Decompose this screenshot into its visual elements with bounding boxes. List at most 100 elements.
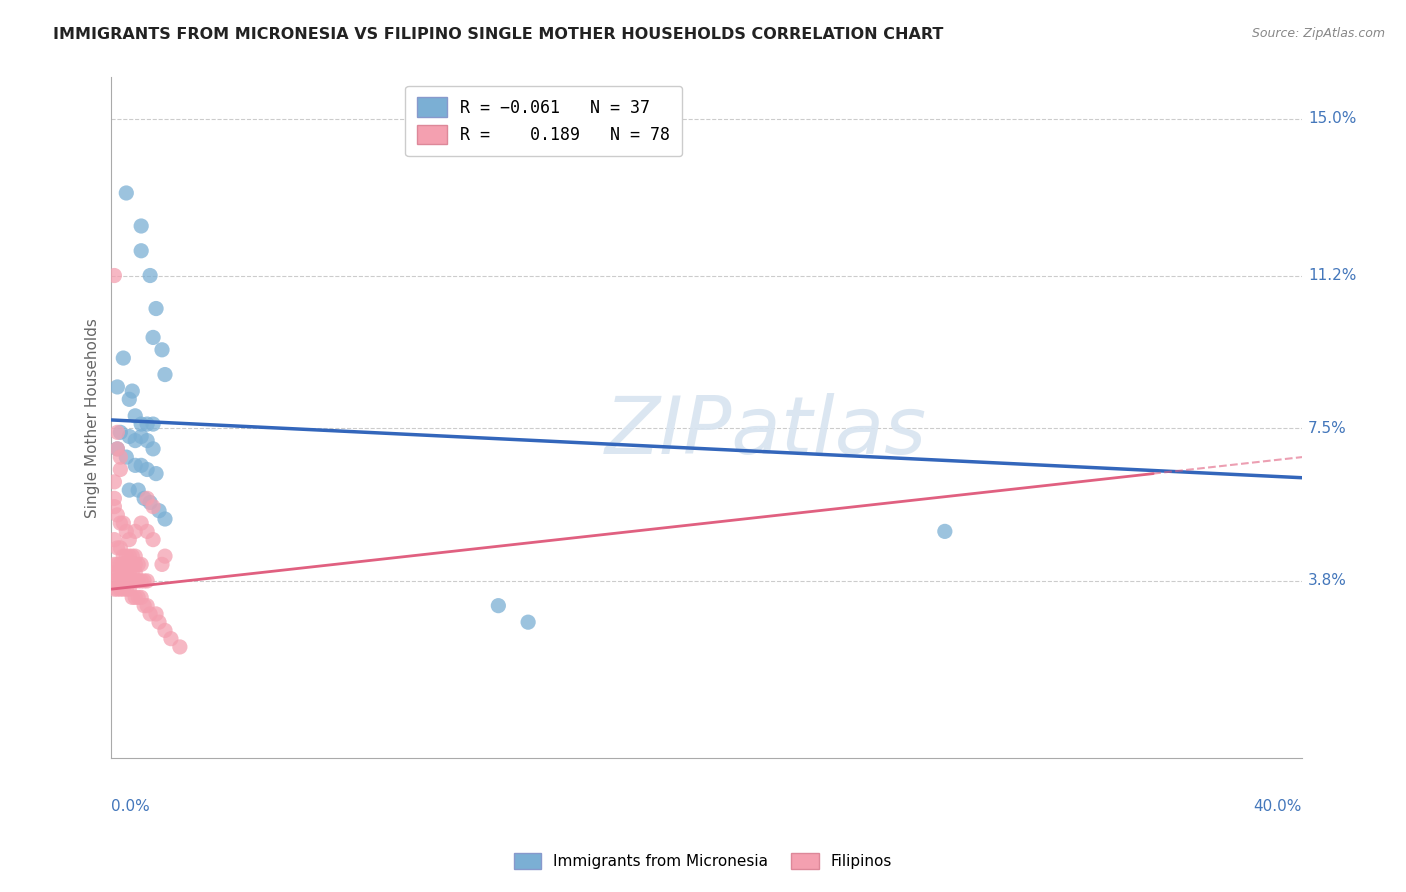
Point [129,591,152,605]
Point [129,574,152,588]
Text: Source: ZipAtlas.com: Source: ZipAtlas.com [1251,27,1385,40]
Point [129,429,152,443]
Point [115,582,138,596]
Point [112,516,135,530]
Point [153,368,176,382]
Point [118,558,141,572]
Point [112,574,135,588]
Point [110,574,132,588]
Point [103,558,125,572]
Point [124,458,146,473]
Text: 15.0%: 15.0% [1308,112,1357,126]
Point [103,491,125,506]
Point [124,549,146,563]
Point [139,495,162,509]
Point [103,574,125,588]
Point [142,533,165,547]
Point [127,574,149,588]
Point [160,632,183,646]
Point [127,483,149,497]
Point [103,500,125,514]
Point [110,425,132,440]
Point [142,330,165,344]
Point [136,434,159,448]
Point [110,558,132,572]
Point [105,425,128,440]
Point [105,582,128,596]
Point [934,524,956,539]
Point [118,533,141,547]
Point [124,591,146,605]
Point [129,516,152,530]
Point [110,462,132,476]
Point [103,533,125,547]
Point [145,467,167,481]
Point [103,475,125,489]
Point [127,591,149,605]
Point [127,558,149,572]
Point [136,524,159,539]
Point [105,574,128,588]
Point [103,268,125,283]
Point [118,574,141,588]
Text: 40.0%: 40.0% [1254,799,1302,814]
Point [486,599,509,613]
Point [115,549,138,563]
Point [134,491,156,506]
Point [136,462,159,476]
Point [142,500,165,514]
Point [129,558,152,572]
Point [145,301,167,316]
Point [124,524,146,539]
Legend: Immigrants from Micronesia, Filipinos: Immigrants from Micronesia, Filipinos [508,847,898,875]
Point [139,268,162,283]
Point [153,624,176,638]
Point [145,607,167,621]
Point [105,541,128,555]
Point [136,599,159,613]
Text: IMMIGRANTS FROM MICRONESIA VS FILIPINO SINGLE MOTHER HOUSEHOLDS CORRELATION CHAR: IMMIGRANTS FROM MICRONESIA VS FILIPINO S… [53,27,943,42]
Point [118,566,141,580]
Point [121,566,143,580]
Point [129,417,152,431]
Point [124,409,146,423]
Point [118,582,141,596]
Point [134,599,156,613]
Point [517,615,540,629]
Point [115,186,138,200]
Point [153,549,176,563]
Point [110,516,132,530]
Point [121,384,143,398]
Point [136,417,159,431]
Text: ZIPatlas: ZIPatlas [605,392,928,470]
Point [129,219,152,233]
Point [124,558,146,572]
Point [112,351,135,365]
Point [110,582,132,596]
Point [115,574,138,588]
Point [105,380,128,394]
Point [142,442,165,456]
Point [129,458,152,473]
Point [118,429,141,443]
Legend: R = −0.061   N = 37, R =    0.189   N = 78: R = −0.061 N = 37, R = 0.189 N = 78 [405,86,682,156]
Point [112,549,135,563]
Y-axis label: Single Mother Households: Single Mother Households [86,318,100,518]
Point [110,566,132,580]
Point [112,582,135,596]
Point [118,483,141,497]
Point [103,566,125,580]
Point [150,558,173,572]
Point [148,504,170,518]
Point [110,450,132,464]
Point [121,558,143,572]
Point [115,450,138,464]
Point [121,591,143,605]
Point [110,541,132,555]
Point [139,607,162,621]
Point [150,343,173,357]
Text: 11.2%: 11.2% [1308,268,1357,283]
Point [105,566,128,580]
Point [121,549,143,563]
Text: 7.5%: 7.5% [1308,421,1347,435]
